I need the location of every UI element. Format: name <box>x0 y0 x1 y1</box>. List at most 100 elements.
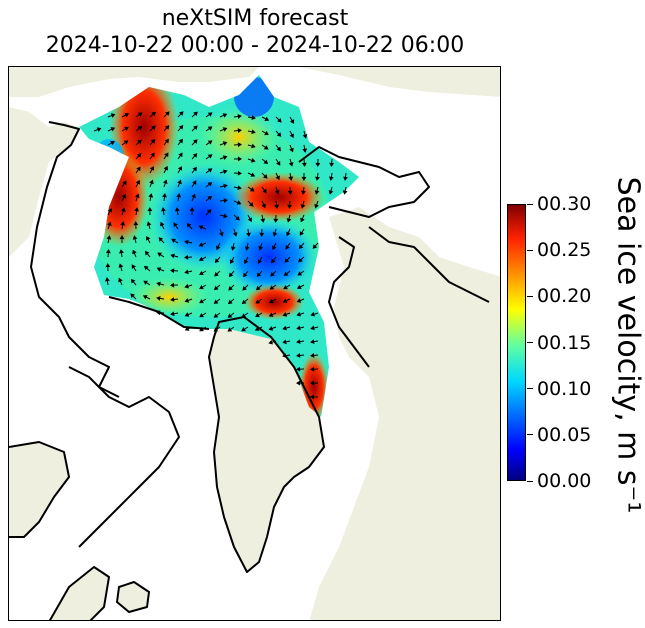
colorbar-tick-label: 00.20 <box>537 285 592 308</box>
drift-arrow-head <box>105 249 111 254</box>
drift-arrow-head <box>177 179 182 185</box>
drift-arrow-head <box>243 272 248 278</box>
drift-arrow-head <box>244 246 250 251</box>
drift-arrow-head <box>164 138 169 144</box>
drift-arrow-head <box>207 168 213 173</box>
drift-arrow-head <box>214 258 220 264</box>
drift-arrow-head <box>268 326 274 331</box>
colorbar-tick-label: 00.05 <box>537 423 592 446</box>
drift-arrow-head <box>199 270 204 276</box>
map-title-line1: neXtSIM forecast <box>161 6 349 31</box>
drift-arrow-head <box>342 190 348 195</box>
drift-arrow-head <box>218 231 224 237</box>
drift-arrow-head <box>300 204 306 209</box>
drift-arrow-head <box>250 172 256 177</box>
drift-arrow-head <box>105 277 110 282</box>
drift-arrow-head <box>130 293 135 298</box>
drift-arrow-head <box>222 127 228 132</box>
drift-arrow-head <box>276 146 281 152</box>
drift-arrow-head <box>199 284 204 290</box>
colorbar-tick-label: 00.25 <box>537 239 592 262</box>
drift-arrow-head <box>300 217 305 223</box>
drift-arrow-head <box>249 187 255 192</box>
drift-arrow-head <box>223 169 228 175</box>
drift-arrow-head <box>193 111 198 117</box>
drift-arrow-head <box>310 353 315 358</box>
drift-arrow-head <box>297 271 303 276</box>
drift-arrow-head <box>173 222 178 228</box>
drift-arrow-head <box>133 221 139 226</box>
drift-arrow-head <box>165 111 170 116</box>
drift-arrow-head <box>269 285 275 290</box>
drift-arrow-head <box>150 152 155 158</box>
drift-arrow-head <box>157 252 163 257</box>
drift-arrow-head <box>192 180 197 186</box>
colorbar-tick-label: 00.30 <box>537 193 592 215</box>
drift-arrow-head <box>143 265 149 271</box>
drift-arrow-head <box>199 312 204 318</box>
drift-arrow-head <box>186 222 192 228</box>
arctic-map <box>8 66 501 621</box>
drift-arrow-head <box>222 113 228 118</box>
drift-arrow-head <box>241 299 247 305</box>
drift-arrow-head <box>282 312 288 317</box>
drift-arrow-head <box>251 115 256 121</box>
drift-arrow-head <box>232 232 238 237</box>
drift-arrow-head <box>248 202 254 207</box>
drift-arrow-head <box>241 326 246 332</box>
drift-arrow-head <box>310 311 315 317</box>
drift-arrow-head <box>227 313 233 318</box>
drift-arrow-head <box>222 155 228 160</box>
drift-arrow-head <box>137 126 143 131</box>
drift-arrow-head <box>184 298 190 303</box>
drift-arrow-head <box>105 263 111 268</box>
drift-arrow-head <box>268 312 274 317</box>
drift-arrow-head <box>227 299 233 305</box>
colorbar-tick <box>527 295 533 297</box>
drift-arrow-head <box>119 235 125 240</box>
drift-arrow-head <box>110 127 116 132</box>
drift-arrow-head <box>298 257 303 263</box>
drift-arrow-head <box>161 207 166 212</box>
drift-arrow-head <box>328 190 334 195</box>
drift-arrow-head <box>135 179 140 185</box>
drift-arrow-head <box>247 217 252 223</box>
drift-arrow-head <box>137 139 142 145</box>
drift-arrow-head <box>261 203 266 209</box>
drift-arrow-head <box>164 125 170 130</box>
drift-arrow-head <box>156 295 161 301</box>
colorbar-tick <box>527 388 533 390</box>
drift-arrow-head <box>162 179 168 185</box>
drift-arrow-head <box>276 132 282 137</box>
drift-arrow-head <box>177 166 183 171</box>
drift-arrow-head <box>251 143 256 149</box>
drift-arrow-head <box>189 207 195 212</box>
drift-arrow-head <box>156 281 161 287</box>
drift-arrow-head <box>110 140 115 146</box>
drift-arrow-head <box>216 245 221 251</box>
drift-arrow-head <box>198 225 204 230</box>
drift-arrow-head <box>213 299 219 304</box>
drift-arrow-head <box>310 366 315 372</box>
drift-arrow-head <box>315 162 321 167</box>
drift-arrow-head <box>148 193 154 198</box>
drift-arrow-head <box>123 140 129 145</box>
drift-arrow-head <box>227 327 233 332</box>
drift-arrow-head <box>134 207 139 212</box>
drift-arrow-head <box>207 154 213 159</box>
drift-arrow-head <box>96 127 102 132</box>
drift-arrow-head <box>262 174 268 179</box>
drift-arrow-head <box>298 244 304 250</box>
drift-arrow-head <box>213 313 219 318</box>
drift-arrow-head <box>299 231 305 236</box>
drift-arrow-head <box>142 295 148 300</box>
drift-arrow-head <box>193 125 198 131</box>
drift-arrow-head <box>302 134 308 139</box>
drift-arrow-head <box>130 278 136 284</box>
drift-arrow-head <box>286 231 291 237</box>
drift-arrow-head <box>237 114 242 119</box>
drift-arrow-head <box>296 284 302 289</box>
drift-arrow-head <box>246 232 251 237</box>
drift-arrow-head <box>198 242 204 247</box>
drift-arrow-head <box>296 366 301 372</box>
